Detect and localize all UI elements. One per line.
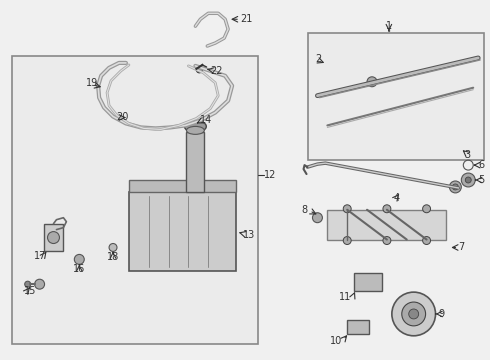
Circle shape xyxy=(383,205,391,213)
Text: 7: 7 xyxy=(458,243,465,252)
Circle shape xyxy=(74,255,84,264)
Circle shape xyxy=(313,213,322,223)
Text: 11: 11 xyxy=(339,292,351,302)
Circle shape xyxy=(109,243,117,251)
Text: 19: 19 xyxy=(86,78,98,88)
Text: 10: 10 xyxy=(330,336,342,346)
Circle shape xyxy=(422,237,431,244)
Circle shape xyxy=(343,237,351,244)
Text: 1: 1 xyxy=(386,21,392,31)
Circle shape xyxy=(452,184,458,190)
Text: 9: 9 xyxy=(439,309,444,319)
Circle shape xyxy=(466,177,471,183)
Circle shape xyxy=(383,237,391,244)
Text: 12: 12 xyxy=(264,170,276,180)
Circle shape xyxy=(48,231,59,243)
Circle shape xyxy=(449,181,461,193)
Text: 6: 6 xyxy=(478,160,484,170)
Bar xyxy=(187,132,204,192)
Bar xyxy=(129,192,236,271)
Bar xyxy=(129,180,236,192)
Circle shape xyxy=(461,173,475,187)
Text: 4: 4 xyxy=(394,193,400,203)
Circle shape xyxy=(196,67,202,73)
Text: 22: 22 xyxy=(210,66,223,76)
Text: 21: 21 xyxy=(240,14,252,24)
Circle shape xyxy=(343,205,351,213)
Text: 14: 14 xyxy=(200,116,213,126)
Text: 5: 5 xyxy=(478,175,485,185)
Bar xyxy=(308,33,484,160)
Ellipse shape xyxy=(184,121,206,132)
Bar xyxy=(347,320,369,334)
Text: 20: 20 xyxy=(116,112,128,122)
Bar xyxy=(12,56,258,344)
Text: 13: 13 xyxy=(243,230,255,239)
Bar xyxy=(354,273,382,291)
Circle shape xyxy=(367,77,377,87)
Text: 18: 18 xyxy=(107,252,119,262)
Text: 15: 15 xyxy=(24,286,36,296)
Circle shape xyxy=(409,309,418,319)
Circle shape xyxy=(24,281,31,287)
Circle shape xyxy=(35,279,45,289)
Ellipse shape xyxy=(187,126,204,134)
Bar xyxy=(44,224,63,251)
Text: 2: 2 xyxy=(316,54,322,64)
Text: 16: 16 xyxy=(73,264,85,274)
Circle shape xyxy=(422,205,431,213)
Circle shape xyxy=(392,292,436,336)
Text: 17: 17 xyxy=(34,251,46,261)
Text: 3: 3 xyxy=(465,150,470,160)
Text: 8: 8 xyxy=(301,205,308,215)
Circle shape xyxy=(402,302,426,326)
Bar xyxy=(327,210,446,239)
